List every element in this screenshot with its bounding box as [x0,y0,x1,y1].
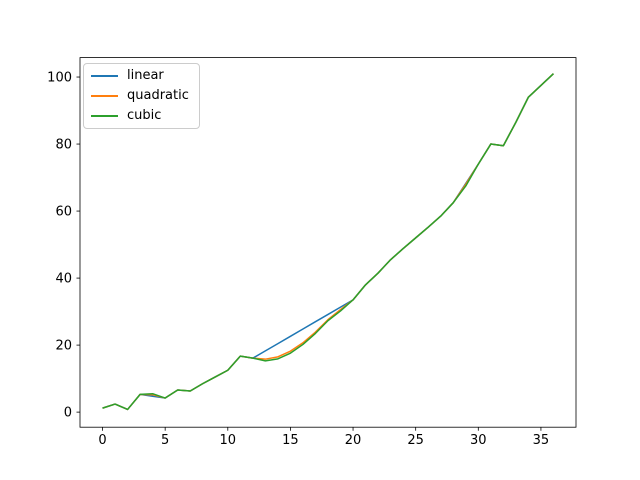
legend-label-quadratic: quadratic [127,88,189,103]
x-tick-label: 30 [470,433,487,448]
y-tick-label: 80 [55,138,72,153]
x-tick-label: 25 [407,433,424,448]
legend-item-cubic: cubic [91,109,189,123]
x-tick-label: 0 [98,433,106,448]
legend-item-quadratic: quadratic [91,89,189,103]
legend-label-cubic: cubic [127,108,162,123]
x-tick-label: 5 [161,433,169,448]
x-tick-label: 10 [220,433,237,448]
cubic-line-swatch [91,115,118,117]
plot-border [79,57,577,428]
legend-label-linear: linear [127,68,164,83]
axes: 0 5 10 15 20 25 30 35 0 20 40 60 80 100 [47,57,577,448]
quadratic-line-swatch [91,95,118,97]
y-tick-label: 0 [64,406,72,421]
cubic-line [102,73,554,411]
y-tick-label: 100 [47,71,72,86]
x-tick-label: 20 [345,433,362,448]
linear-line-swatch [91,75,118,77]
legend: linear quadratic cubic [83,63,200,129]
y-tick-label: 40 [55,272,72,287]
series-lines [102,73,554,411]
x-tick-label: 15 [282,433,299,448]
y-tick-label: 20 [55,339,72,354]
legend-item-linear: linear [91,69,189,83]
y-tick-label: 60 [55,205,72,220]
x-tick-label: 35 [533,433,550,448]
